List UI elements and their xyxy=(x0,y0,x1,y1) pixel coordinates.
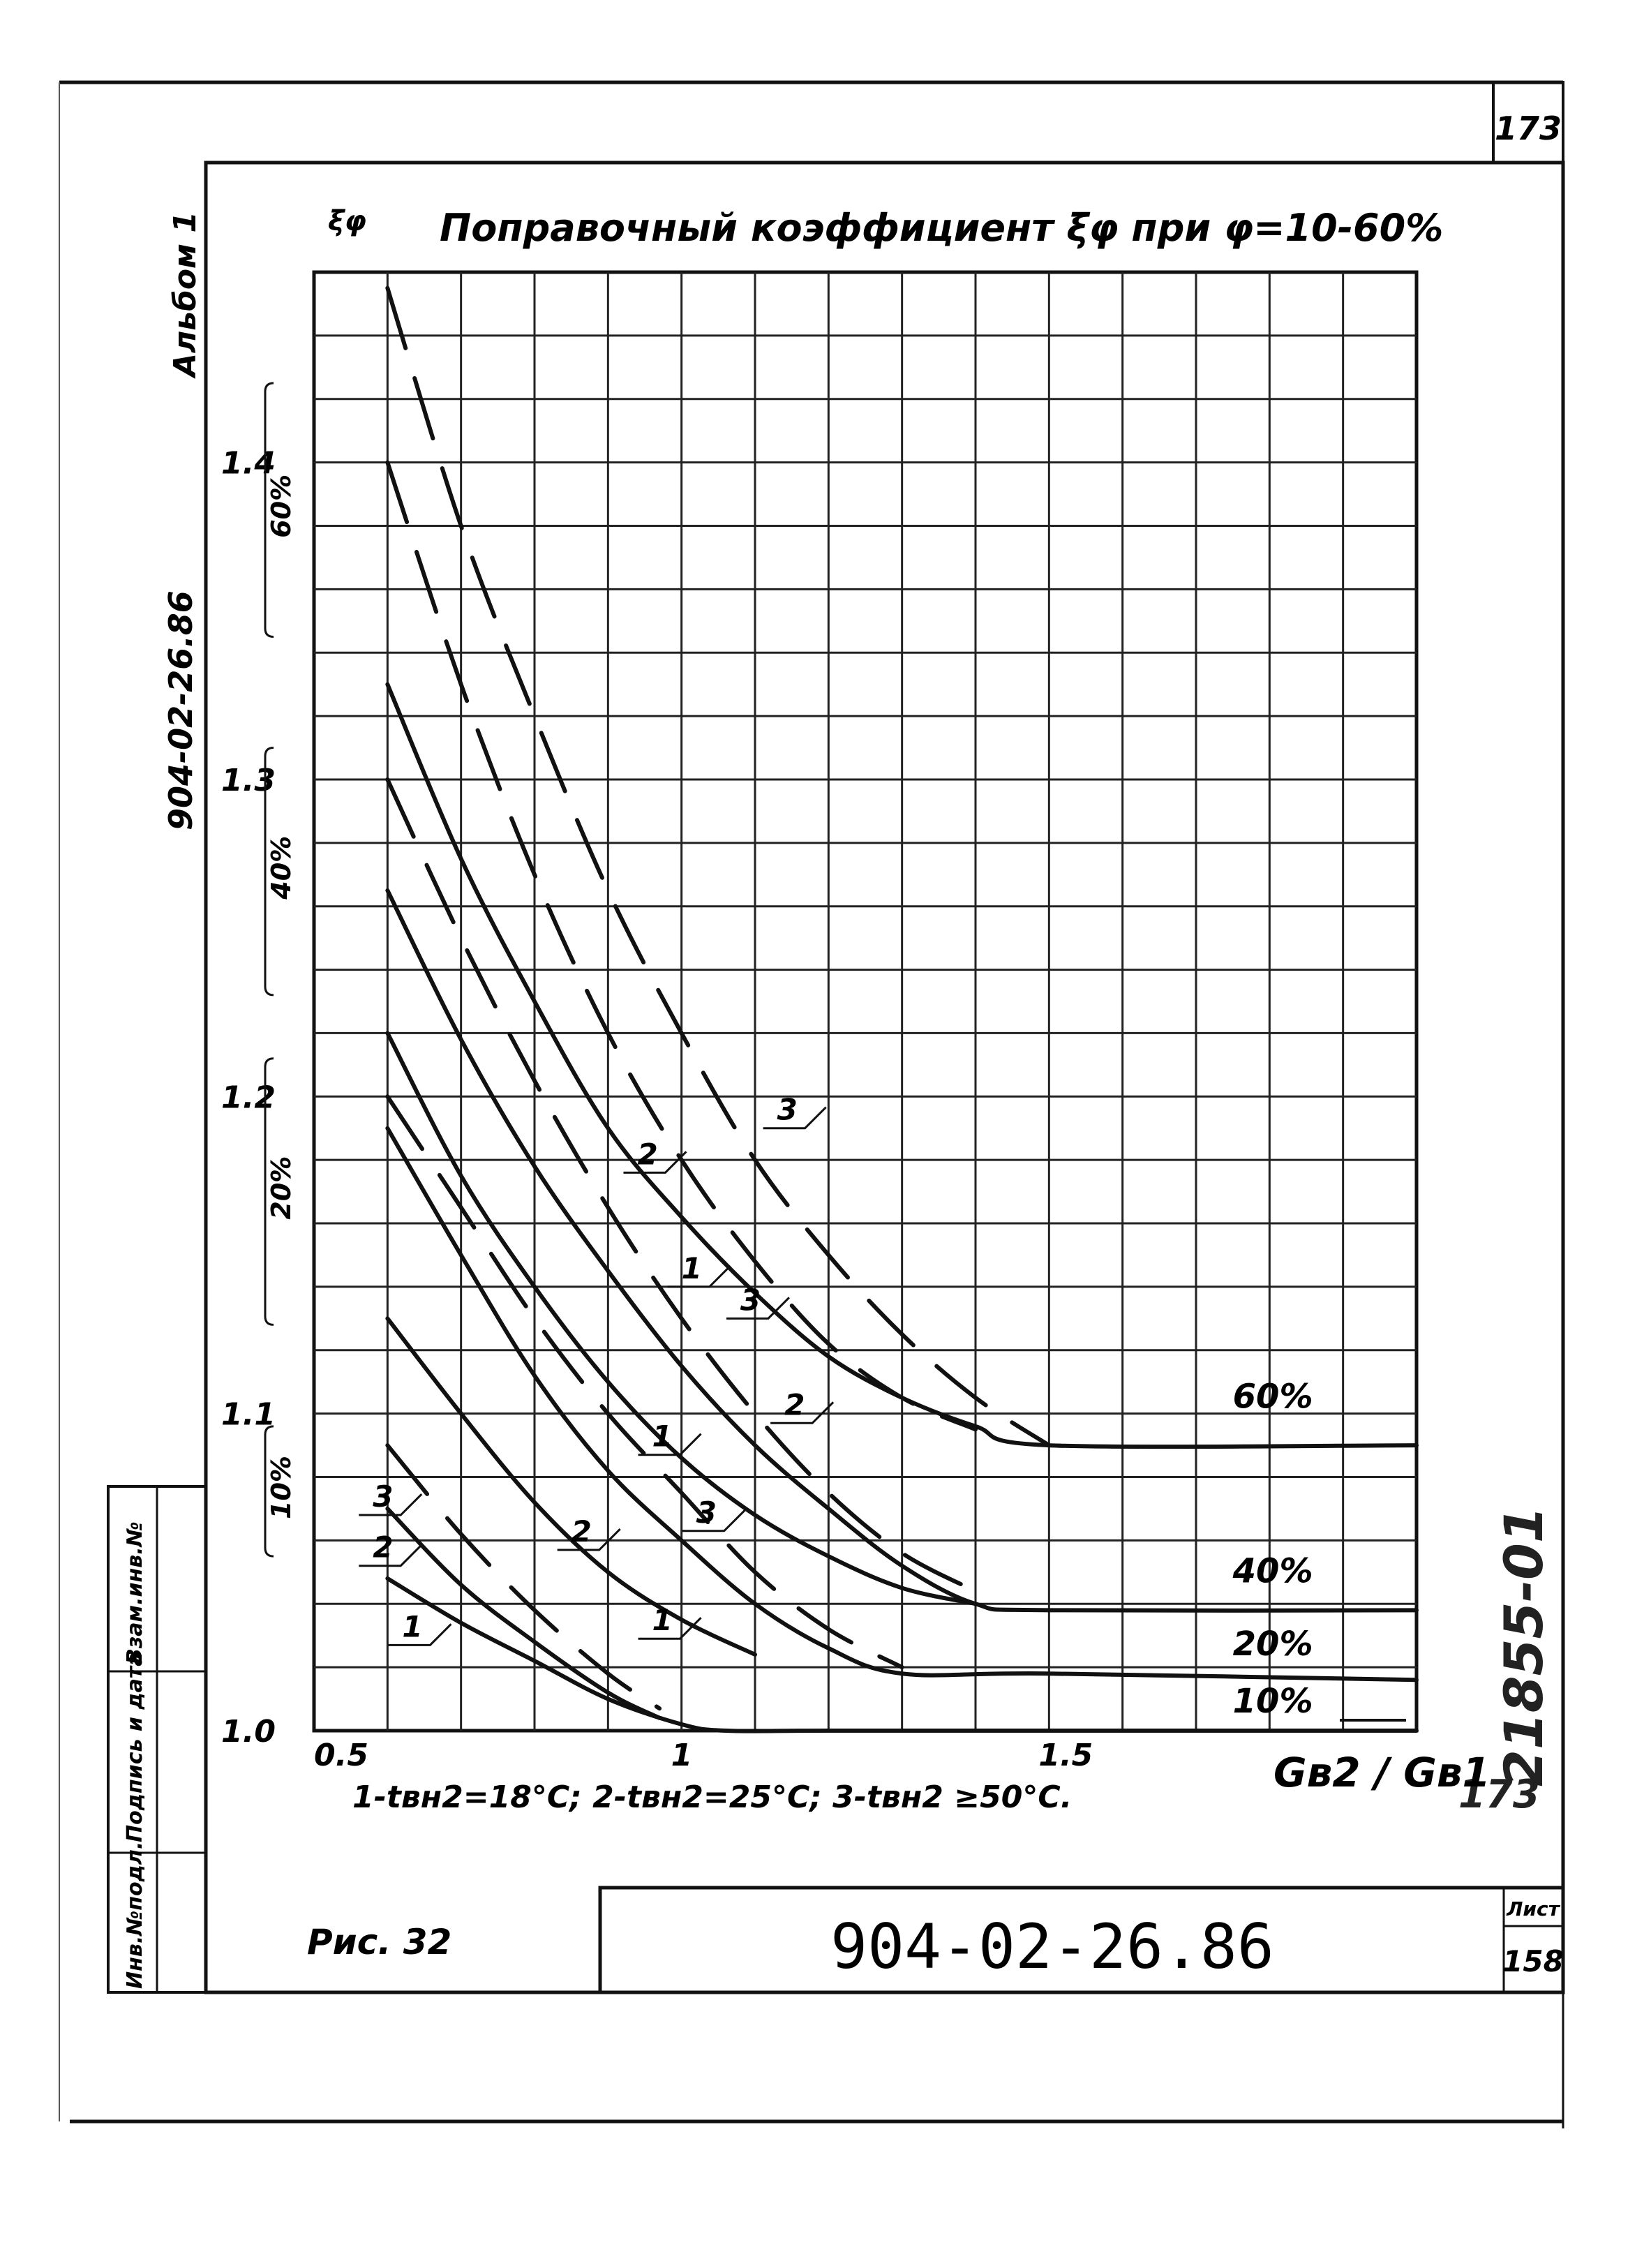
group-bracket-label: 60% xyxy=(266,475,297,538)
group-bracket xyxy=(264,382,274,638)
curve-number-leader xyxy=(557,1528,621,1551)
curve-number-leader xyxy=(623,1151,687,1174)
curve-20pct-2 xyxy=(385,1126,1419,1683)
curve-number-leader xyxy=(638,1433,702,1456)
group-bracket xyxy=(264,1057,274,1326)
margin-table: Инв.№подл. Подпись и дата Взам.инв.№ xyxy=(107,1485,207,1994)
curve-number-leader xyxy=(770,1401,835,1424)
curve-60pct-1 xyxy=(385,682,1419,1449)
group-brackets: 60% 40% 20% 10% xyxy=(264,382,297,1558)
curve-10pct-2 xyxy=(385,1506,662,1720)
curve-number-label: 3 xyxy=(373,1479,393,1514)
group-bracket-label: 10% xyxy=(266,1456,297,1519)
y-axis-label: ξφ xyxy=(328,205,366,237)
side-document-code: 904-02-26.86 xyxy=(162,590,200,830)
curve-20pct-1 xyxy=(385,1316,757,1657)
group-bracket-label: 40% xyxy=(266,836,297,900)
curve-number-leader xyxy=(726,1297,790,1320)
sheet-number: 158 xyxy=(1502,1944,1564,1978)
y-tick-label: 1.4 xyxy=(221,446,276,482)
curve-number-label: 1 xyxy=(402,1609,422,1643)
margin-label-signature-date: Подпись и дата xyxy=(123,1652,147,1842)
curve-40pct-2 xyxy=(385,888,1419,1613)
x-tick-label: 0.5 xyxy=(314,1738,368,1773)
curve-labels: 1 2 3 2 3 1 1 3 2 1 2 3 60% 40% 20% 10% xyxy=(359,1093,1313,1721)
group-bracket xyxy=(264,747,274,997)
curve-number-leader xyxy=(359,1544,423,1567)
curve-number-leader xyxy=(359,1493,423,1516)
y-tick-label: 1.3 xyxy=(221,763,276,798)
group-end-label: 20% xyxy=(1233,1625,1313,1664)
curve-number-leader xyxy=(682,1509,746,1532)
grid xyxy=(314,272,1417,1731)
curve-number-label: 1 xyxy=(652,1603,673,1637)
y-tick-label: 1.0 xyxy=(221,1714,276,1750)
x-tick-label: 1.5 xyxy=(1038,1738,1093,1773)
curve-number-label: 2 xyxy=(637,1137,657,1171)
curve-number-label: 1 xyxy=(652,1419,673,1454)
group-end-label: 40% xyxy=(1232,1552,1313,1591)
figure-caption: Рис. 32 xyxy=(307,1922,451,1962)
curve-10pct-1 xyxy=(385,1576,1419,1733)
curve-40pct-3 xyxy=(385,777,978,1594)
handwritten-number: 173 xyxy=(1458,1772,1540,1817)
y-tick-label: 1.1 xyxy=(221,1397,276,1433)
corner-sheet-number: 173 xyxy=(1495,110,1562,147)
curve-20pct-3 xyxy=(385,1094,904,1670)
curve-number-label: 1 xyxy=(682,1251,702,1285)
sheet-label: Лист xyxy=(1506,1897,1560,1920)
corner-number-box xyxy=(1492,81,1564,164)
plot-area-border xyxy=(312,270,1419,1733)
axis-ticks: 1.0 1.1 1.2 1.3 1.4 0.5 1 1.5 xyxy=(221,446,1093,1773)
curve-number-leader xyxy=(763,1106,827,1130)
correction-factor-chart: 1.0 1.1 1.2 1.3 1.4 0.5 1 1.5 60% 40% 20% 10% 1 2 3 2… xyxy=(221,205,1491,1815)
group-end-label: 60% xyxy=(1233,1378,1313,1417)
curve-10pct-3 xyxy=(385,1443,662,1711)
chart-title: Поправочный коэффициент ξφ при φ=10-60% xyxy=(440,206,1443,250)
curve-number-label: 3 xyxy=(777,1093,798,1127)
curve-number-label: 2 xyxy=(784,1387,805,1422)
group-end-label: 10% xyxy=(1233,1682,1313,1721)
curve-number-label: 3 xyxy=(740,1283,761,1317)
legend-text: 1-tвн2=18°C; 2-tвн2=25°C; 3-tвн2 ≥50°C. xyxy=(352,1780,1072,1815)
y-tick-label: 1.2 xyxy=(221,1080,276,1115)
curve-number-label: 2 xyxy=(373,1530,393,1565)
curve-40pct-1 xyxy=(385,1031,978,1606)
handwritten-code: 21855-01 xyxy=(1493,1506,1555,1786)
curve-60pct-3 xyxy=(385,285,1052,1448)
title-block xyxy=(598,1886,1565,1994)
curve-number-leader xyxy=(667,1264,731,1288)
margin-label-inv-no: Инв.№подл. xyxy=(123,1842,147,1989)
x-tick-label: 1 xyxy=(671,1738,693,1773)
curve-number-label: 2 xyxy=(572,1514,592,1549)
curve-number-leader xyxy=(388,1623,452,1646)
curve-number-label: 3 xyxy=(696,1495,717,1530)
curves xyxy=(385,285,1419,1733)
album-label: Альбом 1 xyxy=(167,211,203,379)
curve-60pct-2 xyxy=(385,460,978,1432)
group-bracket-label: 20% xyxy=(266,1156,297,1220)
margin-label-replaced-inv-no: Взам.инв.№ xyxy=(123,1521,147,1664)
stamp-document-code: 904-02-26.86 xyxy=(830,1911,1274,1983)
group-bracket xyxy=(264,1425,274,1558)
curve-number-leader xyxy=(638,1617,702,1640)
x-axis-label: Gв2 / Gв1 xyxy=(1273,1749,1491,1796)
